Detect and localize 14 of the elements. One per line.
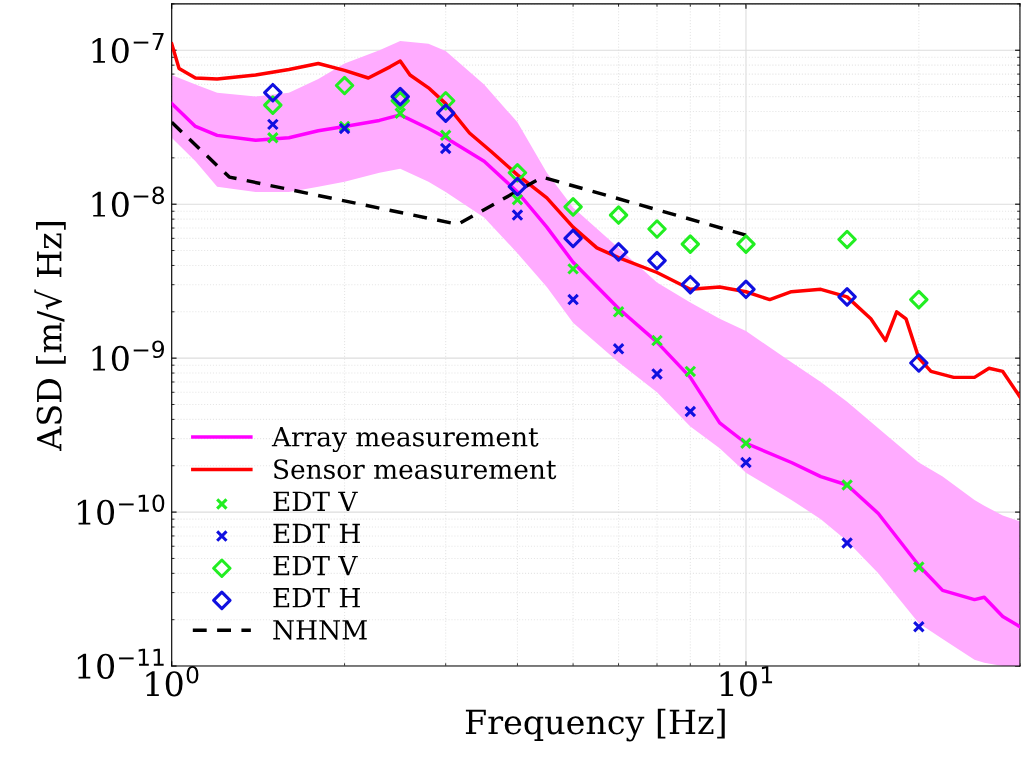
x-tick-label: 10$^{1}$: [720, 666, 773, 697]
y-tick-label: 10$^{−9}$: [92, 340, 164, 372]
x-axis-title: Frequency [Hz]: [465, 708, 725, 742]
legend-label: Sensor measurement: [274, 459, 557, 480]
y-tick-label: 10$^{−8}$: [92, 186, 165, 218]
legend-label: EDT H: [273, 523, 360, 544]
y-tick-label: 10$^{−10}$: [77, 494, 165, 525]
y-tick-label: 10$^{−7}$: [92, 32, 164, 64]
legend-label: EDT V: [273, 555, 358, 576]
legend-label: Array measurement: [271, 427, 539, 453]
legend-label: EDT V: [273, 491, 358, 511]
legend-label: EDT H: [273, 588, 360, 608]
y-axis-title: ASD [m/√ Hz]: [34, 222, 66, 451]
legend-label: NHNM: [273, 620, 367, 640]
